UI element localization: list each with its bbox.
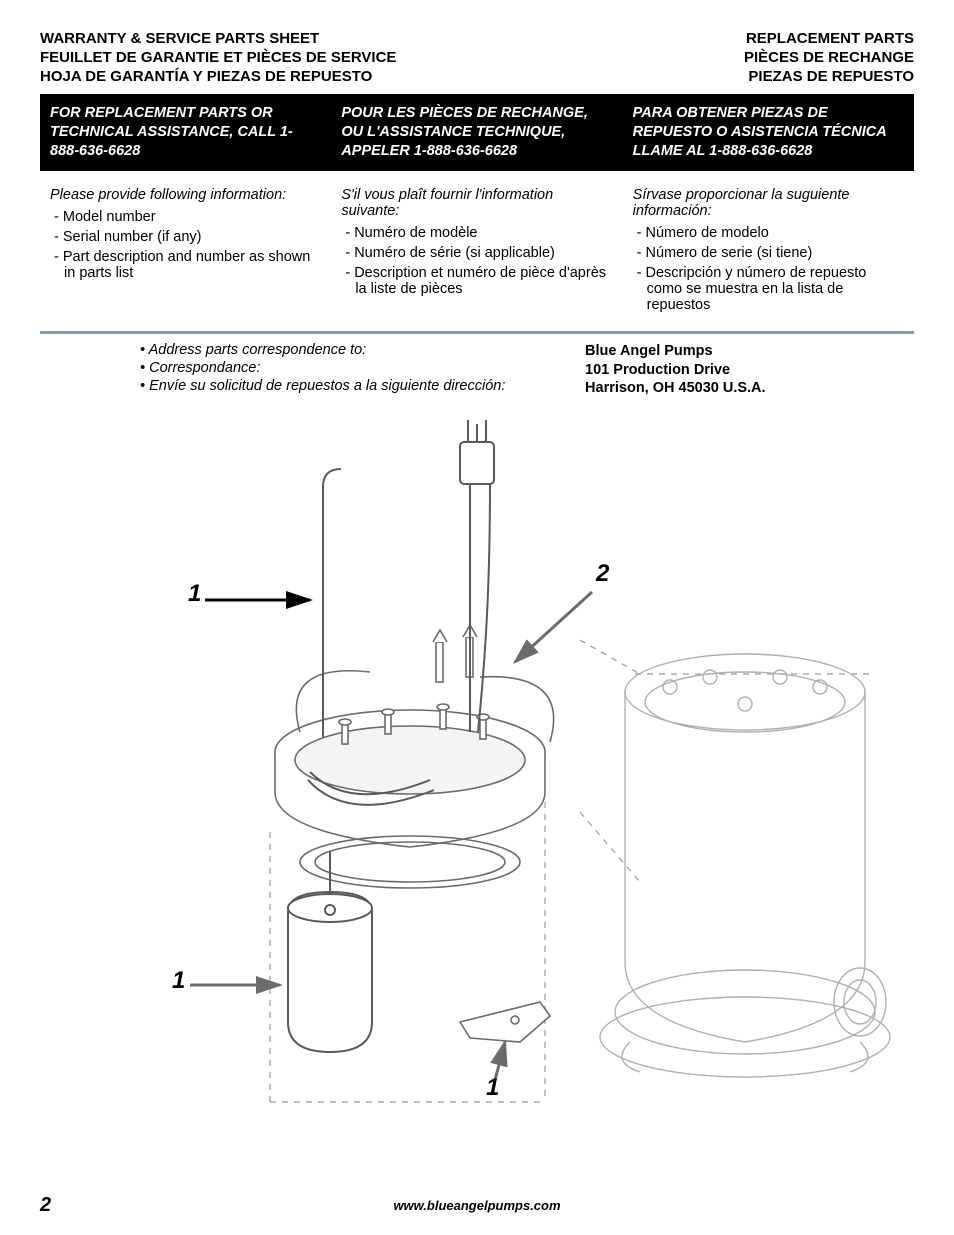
address-line: Harrison, OH 45030 U.S.A. [585, 379, 914, 398]
header-right: REPLACEMENT PARTS PIÈCES DE RECHANGE PIE… [744, 30, 914, 86]
divider [40, 331, 914, 334]
header-right-line: PIEZAS DE REPUESTO [744, 68, 914, 87]
address-bullet: • Address parts correspondence to: [140, 342, 585, 358]
info-item: Numéro de série (si applicable) [345, 245, 612, 261]
info-es: Sírvase proporcionar la suguiente inform… [623, 183, 914, 321]
info-intro-en: Please provide following information: [50, 187, 321, 203]
top-header: WARRANTY & SERVICE PARTS SHEET FEUILLET … [40, 30, 914, 86]
callout-label: 1 [188, 580, 201, 608]
info-row: Please provide following information: Mo… [40, 183, 914, 321]
address-bullet-text: Address parts correspondence to: [149, 342, 367, 358]
header-left-line: FEUILLET DE GARANTIE ET PIÈCES DE SERVIC… [40, 49, 396, 68]
header-left: WARRANTY & SERVICE PARTS SHEET FEUILLET … [40, 30, 396, 86]
address-bullet: • Envíe su solicitud de repuestos a la s… [140, 378, 585, 394]
address-bullet: • Correspondance: [140, 360, 585, 376]
address-bullet-text: Correspondance: [149, 360, 260, 376]
info-item: Model number [54, 209, 321, 225]
footer-url: www.blueangelpumps.com [0, 1198, 954, 1213]
contact-es: PARA OBTENER PIEZAS DE REPUESTO O ASISTE… [623, 100, 914, 165]
info-list-en: Model number Serial number (if any) Part… [50, 209, 321, 281]
address-bullet-text: Envíe su solicitud de repuestos a la sig… [149, 378, 505, 394]
info-list-fr: Numéro de modèle Numéro de série (si app… [341, 225, 612, 297]
address-line: 101 Production Drive [585, 361, 914, 380]
info-item: Número de serie (si tiene) [637, 245, 904, 261]
page-number: 2 [40, 1194, 51, 1217]
page: WARRANTY & SERVICE PARTS SHEET FEUILLET … [0, 0, 954, 1162]
callout-label: 1 [172, 967, 185, 995]
callout-label: 2 [596, 560, 609, 588]
info-en: Please provide following information: Mo… [40, 183, 331, 321]
header-left-line: WARRANTY & SERVICE PARTS SHEET [40, 30, 396, 49]
info-item: Descripción y número de repuesto como se… [637, 265, 904, 313]
address-line: Blue Angel Pumps [585, 342, 914, 361]
exploded-diagram: 1 2 1 1 [40, 402, 914, 1142]
info-item: Description et numéro de pièce d'après l… [345, 265, 612, 297]
info-item: Serial number (if any) [54, 229, 321, 245]
address-bullets: • Address parts correspondence to: • Cor… [140, 342, 585, 399]
header-right-line: REPLACEMENT PARTS [744, 30, 914, 49]
pump-diagram-svg [40, 402, 914, 1142]
info-intro-fr: S'il vous plaît fournir l'information su… [341, 187, 612, 219]
contact-bar: FOR REPLACEMENT PARTS OR TECHNICAL ASSIS… [40, 94, 914, 171]
info-item: Numéro de modèle [345, 225, 612, 241]
info-fr: S'il vous plaît fournir l'information su… [331, 183, 622, 321]
info-item: Part description and number as shown in … [54, 249, 321, 281]
callout-label: 1 [486, 1074, 499, 1102]
address-lines: Blue Angel Pumps 101 Production Drive Ha… [585, 342, 914, 399]
header-left-line: HOJA DE GARANTÍA Y PIEZAS DE REPUESTO [40, 68, 396, 87]
contact-en: FOR REPLACEMENT PARTS OR TECHNICAL ASSIS… [40, 100, 331, 165]
info-intro-es: Sírvase proporcionar la suguiente inform… [633, 187, 904, 219]
info-list-es: Número de modelo Número de serie (si tie… [633, 225, 904, 313]
info-item: Número de modelo [637, 225, 904, 241]
header-right-line: PIÈCES DE RECHANGE [744, 49, 914, 68]
address-row: • Address parts correspondence to: • Cor… [40, 342, 914, 399]
contact-fr: POUR LES PIÈCES DE RECHANGE, OU L'ASSIST… [331, 100, 622, 165]
